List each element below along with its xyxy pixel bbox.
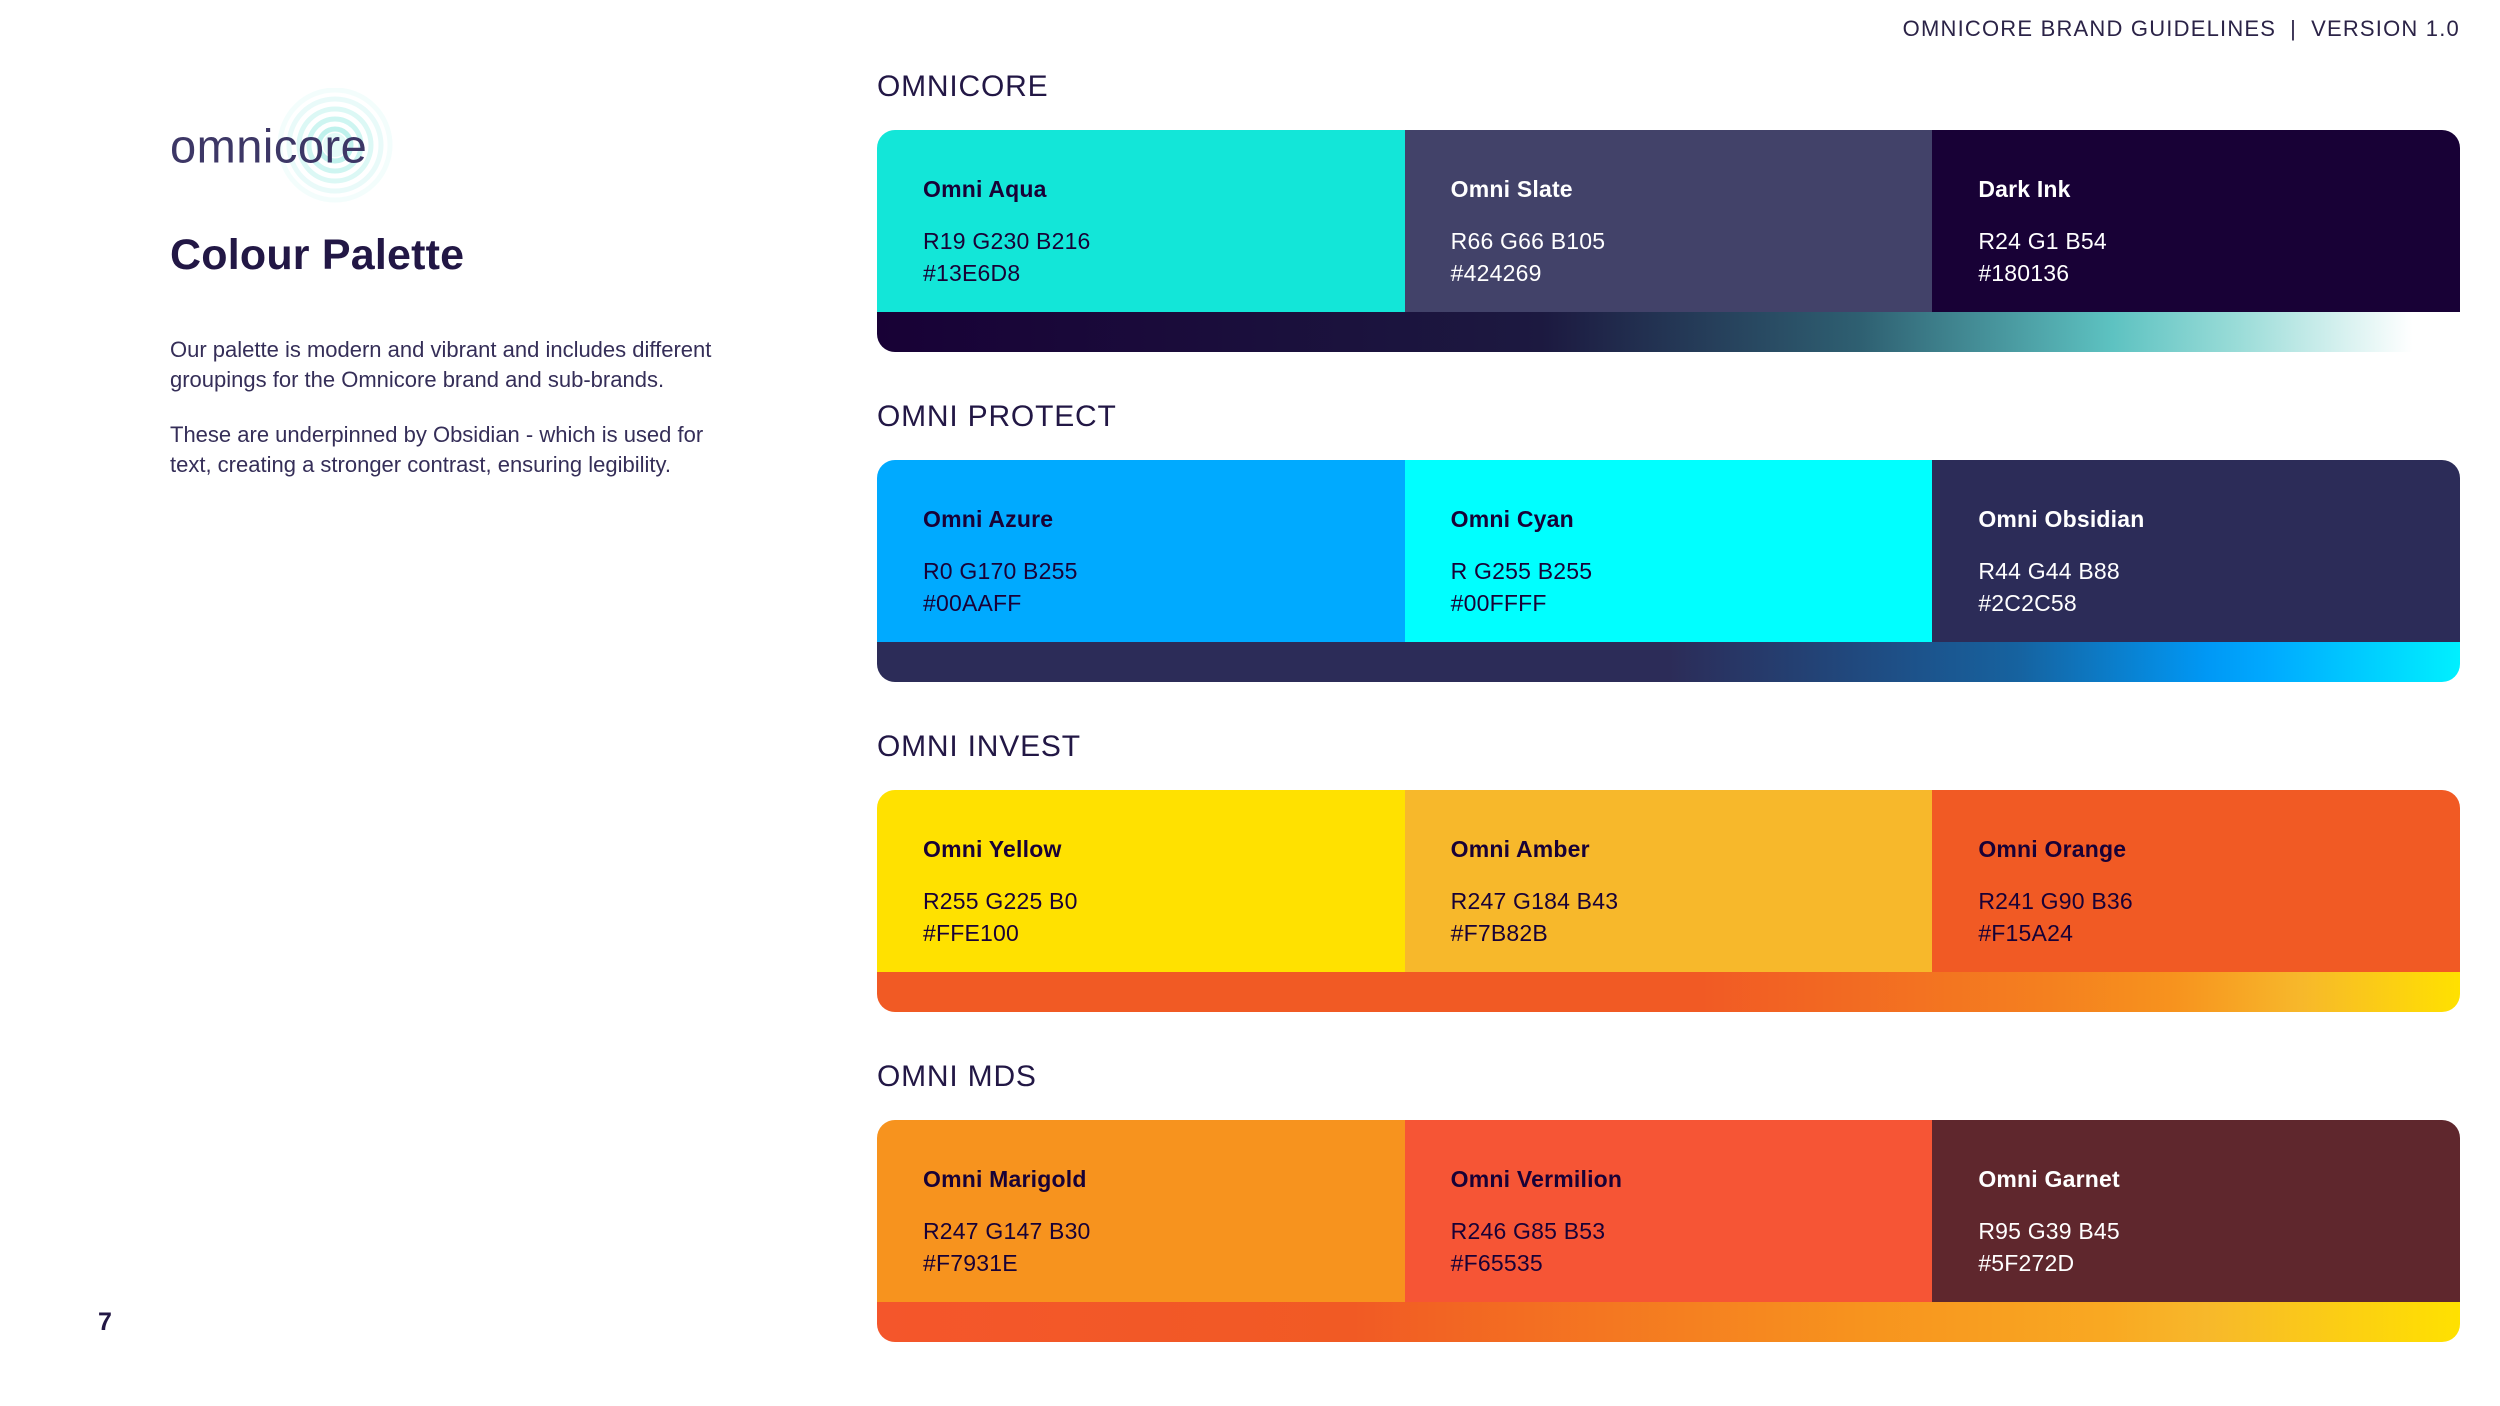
swatch-name: Dark Ink <box>1978 176 2071 202</box>
color-swatch-omni-azure: Omni Azure R0 G170 B255 #00AAFF <box>877 460 1405 642</box>
swatch-hex-value: #FFE100 <box>923 920 1020 946</box>
palette-block: Omni Aqua R19 G230 B216 #13E6D8 Omni Sla… <box>877 130 2460 352</box>
swatch-name: Omni Slate <box>1450 176 1573 202</box>
color-swatch-dark-ink: Dark Ink R24 G1 B54 #180136 <box>1932 130 2460 312</box>
swatch-name: Omni Garnet <box>1978 1166 2120 1192</box>
section-heading: OMNI MDS <box>877 1060 1037 1093</box>
palette-section-omni-invest: OMNI INVEST Omni Yellow R255 G225 B0 #FF… <box>877 730 2460 1012</box>
palette-section-omni-protect: OMNI PROTECT Omni Azure R0 G170 B255 #00… <box>877 400 2460 682</box>
gradient-bar <box>877 972 2460 1012</box>
color-swatch-omni-slate: Omni Slate R66 G66 B105 #424269 <box>1404 130 1933 312</box>
swatch-row: Omni Azure R0 G170 B255 #00AAFF Omni Cya… <box>877 460 2460 642</box>
swatch-name: Omni Marigold <box>923 1166 1087 1192</box>
header-divider: | <box>2290 16 2298 41</box>
gradient-bar <box>877 1302 2460 1342</box>
swatch-hex-value: #F7B82B <box>1450 920 1548 946</box>
swatch-rgb-value: R G255 B255 <box>1450 558 1593 584</box>
intro-paragraph-2: These are underpinned by Obsidian - whic… <box>170 422 704 477</box>
palette-block: Omni Yellow R255 G225 B0 #FFE100 Omni Am… <box>877 790 2460 1012</box>
swatch-row: Omni Aqua R19 G230 B216 #13E6D8 Omni Sla… <box>877 130 2460 312</box>
omnicore-logo: omnicore <box>170 88 420 203</box>
swatch-rgb-value: R246 G85 B53 <box>1450 1218 1606 1244</box>
swatch-row: Omni Marigold R247 G147 B30 #F7931E Omni… <box>877 1120 2460 1302</box>
color-swatch-omni-orange: Omni Orange R241 G90 B36 #F15A24 <box>1932 790 2460 972</box>
logo-wordmark: omnicore <box>170 119 368 172</box>
section-heading: OMNICORE <box>877 70 1049 103</box>
swatch-name: Omni Yellow <box>923 836 1062 862</box>
swatch-hex-value: #424269 <box>1450 260 1542 286</box>
swatch-rgb-value: R247 G184 B43 <box>1450 888 1619 914</box>
swatch-hex-value: #13E6D8 <box>923 260 1021 286</box>
swatch-hex-value: #F7931E <box>923 1250 1018 1276</box>
swatch-hex-value: #00AAFF <box>923 590 1022 616</box>
logo-ripple-icon <box>277 88 393 203</box>
color-swatch-omni-marigold: Omni Marigold R247 G147 B30 #F7931E <box>877 1120 1405 1302</box>
page-number: 7 <box>98 1308 112 1336</box>
page-title: Colour Palette <box>170 231 465 279</box>
swatch-hex-value: #180136 <box>1978 260 2070 286</box>
swatch-hex-value: #00FFFF <box>1450 590 1547 616</box>
color-swatch-omni-garnet: Omni Garnet R95 G39 B45 #5F272D <box>1932 1120 2460 1302</box>
header-version-label: VERSION 1.0 <box>2311 16 2460 41</box>
color-swatch-omni-yellow: Omni Yellow R255 G225 B0 #FFE100 <box>877 790 1405 972</box>
color-swatch-omni-cyan: Omni Cyan R G255 B255 #00FFFF <box>1404 460 1933 642</box>
swatch-name: Omni Azure <box>923 506 1054 532</box>
swatch-rgb-value: R0 G170 B255 <box>923 558 1078 584</box>
palette-section-omni-mds: OMNI MDS Omni Marigold R247 G147 B30 #F7… <box>877 1060 2460 1342</box>
swatch-row: Omni Yellow R255 G225 B0 #FFE100 Omni Am… <box>877 790 2460 972</box>
swatch-rgb-value: R66 G66 B105 <box>1450 228 1606 254</box>
palette-block: Omni Marigold R247 G147 B30 #F7931E Omni… <box>877 1120 2460 1342</box>
section-heading: OMNI INVEST <box>877 730 1081 763</box>
swatch-name: Omni Orange <box>1978 836 2127 862</box>
gradient-bar <box>877 312 2460 352</box>
swatch-name: Omni Vermilion <box>1450 1166 1623 1192</box>
swatch-rgb-value: R241 G90 B36 <box>1978 888 2133 914</box>
color-swatch-omni-amber: Omni Amber R247 G184 B43 #F7B82B <box>1404 790 1933 972</box>
swatch-hex-value: #F65535 <box>1450 1250 1543 1276</box>
swatch-rgb-value: R19 G230 B216 <box>923 228 1091 254</box>
swatch-hex-value: #F15A24 <box>1978 920 2074 946</box>
swatch-hex-value: #5F272D <box>1978 1250 2075 1276</box>
swatch-name: Omni Aqua <box>923 176 1047 202</box>
palette-column: OMNICORE Omni Aqua R19 G230 B216 #13E6D8… <box>877 70 2460 1390</box>
gradient-bar <box>877 642 2460 682</box>
swatch-rgb-value: R24 G1 B54 <box>1978 228 2107 254</box>
intro-column: omnicore Colour Palette Our palette is m… <box>170 88 750 505</box>
swatch-name: Omni Obsidian <box>1978 506 2145 532</box>
page-header: OMNICORE BRAND GUIDELINES | VERSION 1.0 <box>1903 16 2460 42</box>
palette-section-omnicore: OMNICORE Omni Aqua R19 G230 B216 #13E6D8… <box>877 70 2460 352</box>
swatch-rgb-value: R255 G225 B0 <box>923 888 1078 914</box>
swatch-name: Omni Cyan <box>1450 506 1574 532</box>
swatch-rgb-value: R247 G147 B30 <box>923 1218 1091 1244</box>
color-swatch-omni-obsidian: Omni Obsidian R44 G44 B88 #2C2C58 <box>1932 460 2460 642</box>
header-document-title: OMNICORE BRAND GUIDELINES <box>1902 16 2277 41</box>
swatch-rgb-value: R44 G44 B88 <box>1978 558 2120 584</box>
palette-block: Omni Azure R0 G170 B255 #00AAFF Omni Cya… <box>877 460 2460 682</box>
color-swatch-omni-aqua: Omni Aqua R19 G230 B216 #13E6D8 <box>877 130 1405 312</box>
swatch-name: Omni Amber <box>1450 836 1590 862</box>
color-swatch-omni-vermilion: Omni Vermilion R246 G85 B53 #F65535 <box>1404 1120 1933 1302</box>
intro-paragraph-1: Our palette is modern and vibrant and in… <box>170 337 712 392</box>
section-heading: OMNI PROTECT <box>877 400 1117 433</box>
swatch-hex-value: #2C2C58 <box>1978 590 2077 616</box>
swatch-rgb-value: R95 G39 B45 <box>1978 1218 2120 1244</box>
